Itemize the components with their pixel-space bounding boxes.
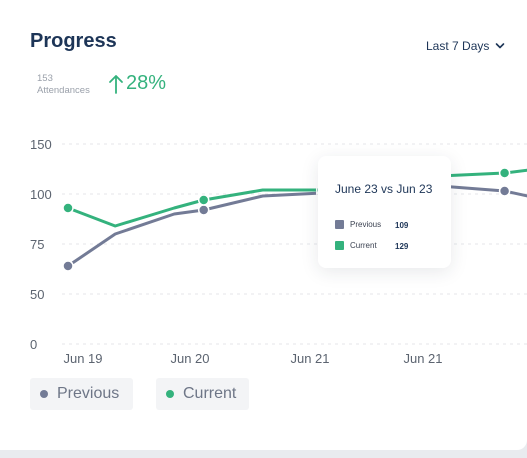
- data-point-previous: [197, 204, 210, 216]
- legend-previous-label: Previous: [57, 385, 120, 402]
- chart-tooltip: June 23 vs Jun 23 Previous 109 Current 1…: [318, 156, 451, 268]
- data-point-previous: [498, 185, 511, 197]
- y-tick-label: 0: [30, 337, 37, 352]
- date-range-dropdown[interactable]: Last 7 Days: [426, 39, 505, 53]
- chevron-down-icon: [496, 43, 505, 49]
- page-title: Progress: [30, 30, 117, 52]
- arrow-up-icon: [109, 74, 123, 94]
- attendance-count: 153: [37, 73, 53, 84]
- x-tick-label: Jun 20: [170, 351, 209, 366]
- y-tick-label: 50: [30, 287, 44, 302]
- tooltip-row-current: Current: [335, 241, 377, 250]
- legend-current-label: Current: [183, 385, 237, 402]
- tooltip-current-label: Current: [350, 241, 377, 250]
- previous-dot-icon: [40, 390, 48, 398]
- data-point-current: [498, 167, 511, 179]
- change-value: 28%: [126, 72, 167, 94]
- legend-item-previous[interactable]: Previous: [30, 378, 133, 410]
- data-point-current: [197, 194, 210, 206]
- x-tick-label: Jun 21: [403, 351, 442, 366]
- legend-item-current[interactable]: Current: [156, 378, 249, 410]
- change-indicator: 28%: [108, 72, 166, 95]
- tooltip-title: June 23 vs Jun 23: [335, 182, 433, 196]
- tooltip-previous-label: Previous: [350, 220, 382, 229]
- data-point-previous: [62, 260, 74, 272]
- attendance-stat: 153 Attendances: [37, 73, 90, 97]
- tooltip-current-value: 129: [395, 242, 409, 251]
- date-range-label: Last 7 Days: [426, 39, 490, 53]
- attendance-label: Attendances: [37, 85, 90, 96]
- data-point-current: [62, 202, 74, 214]
- series-line-current: [66, 168, 527, 228]
- tooltip-row-previous: Previous: [335, 220, 381, 229]
- y-tick-label: 150: [30, 137, 52, 152]
- tooltip-previous-value: 109: [395, 221, 409, 230]
- current-dot-icon: [166, 390, 174, 398]
- x-tick-label: Jun 21: [290, 351, 329, 366]
- y-tick-label: 100: [30, 187, 52, 202]
- previous-swatch-icon: [335, 220, 344, 229]
- series-line-previous: [66, 184, 527, 268]
- current-swatch-icon: [335, 241, 344, 250]
- y-tick-label: 75: [30, 237, 44, 252]
- x-tick-label: Jun 19: [63, 351, 102, 366]
